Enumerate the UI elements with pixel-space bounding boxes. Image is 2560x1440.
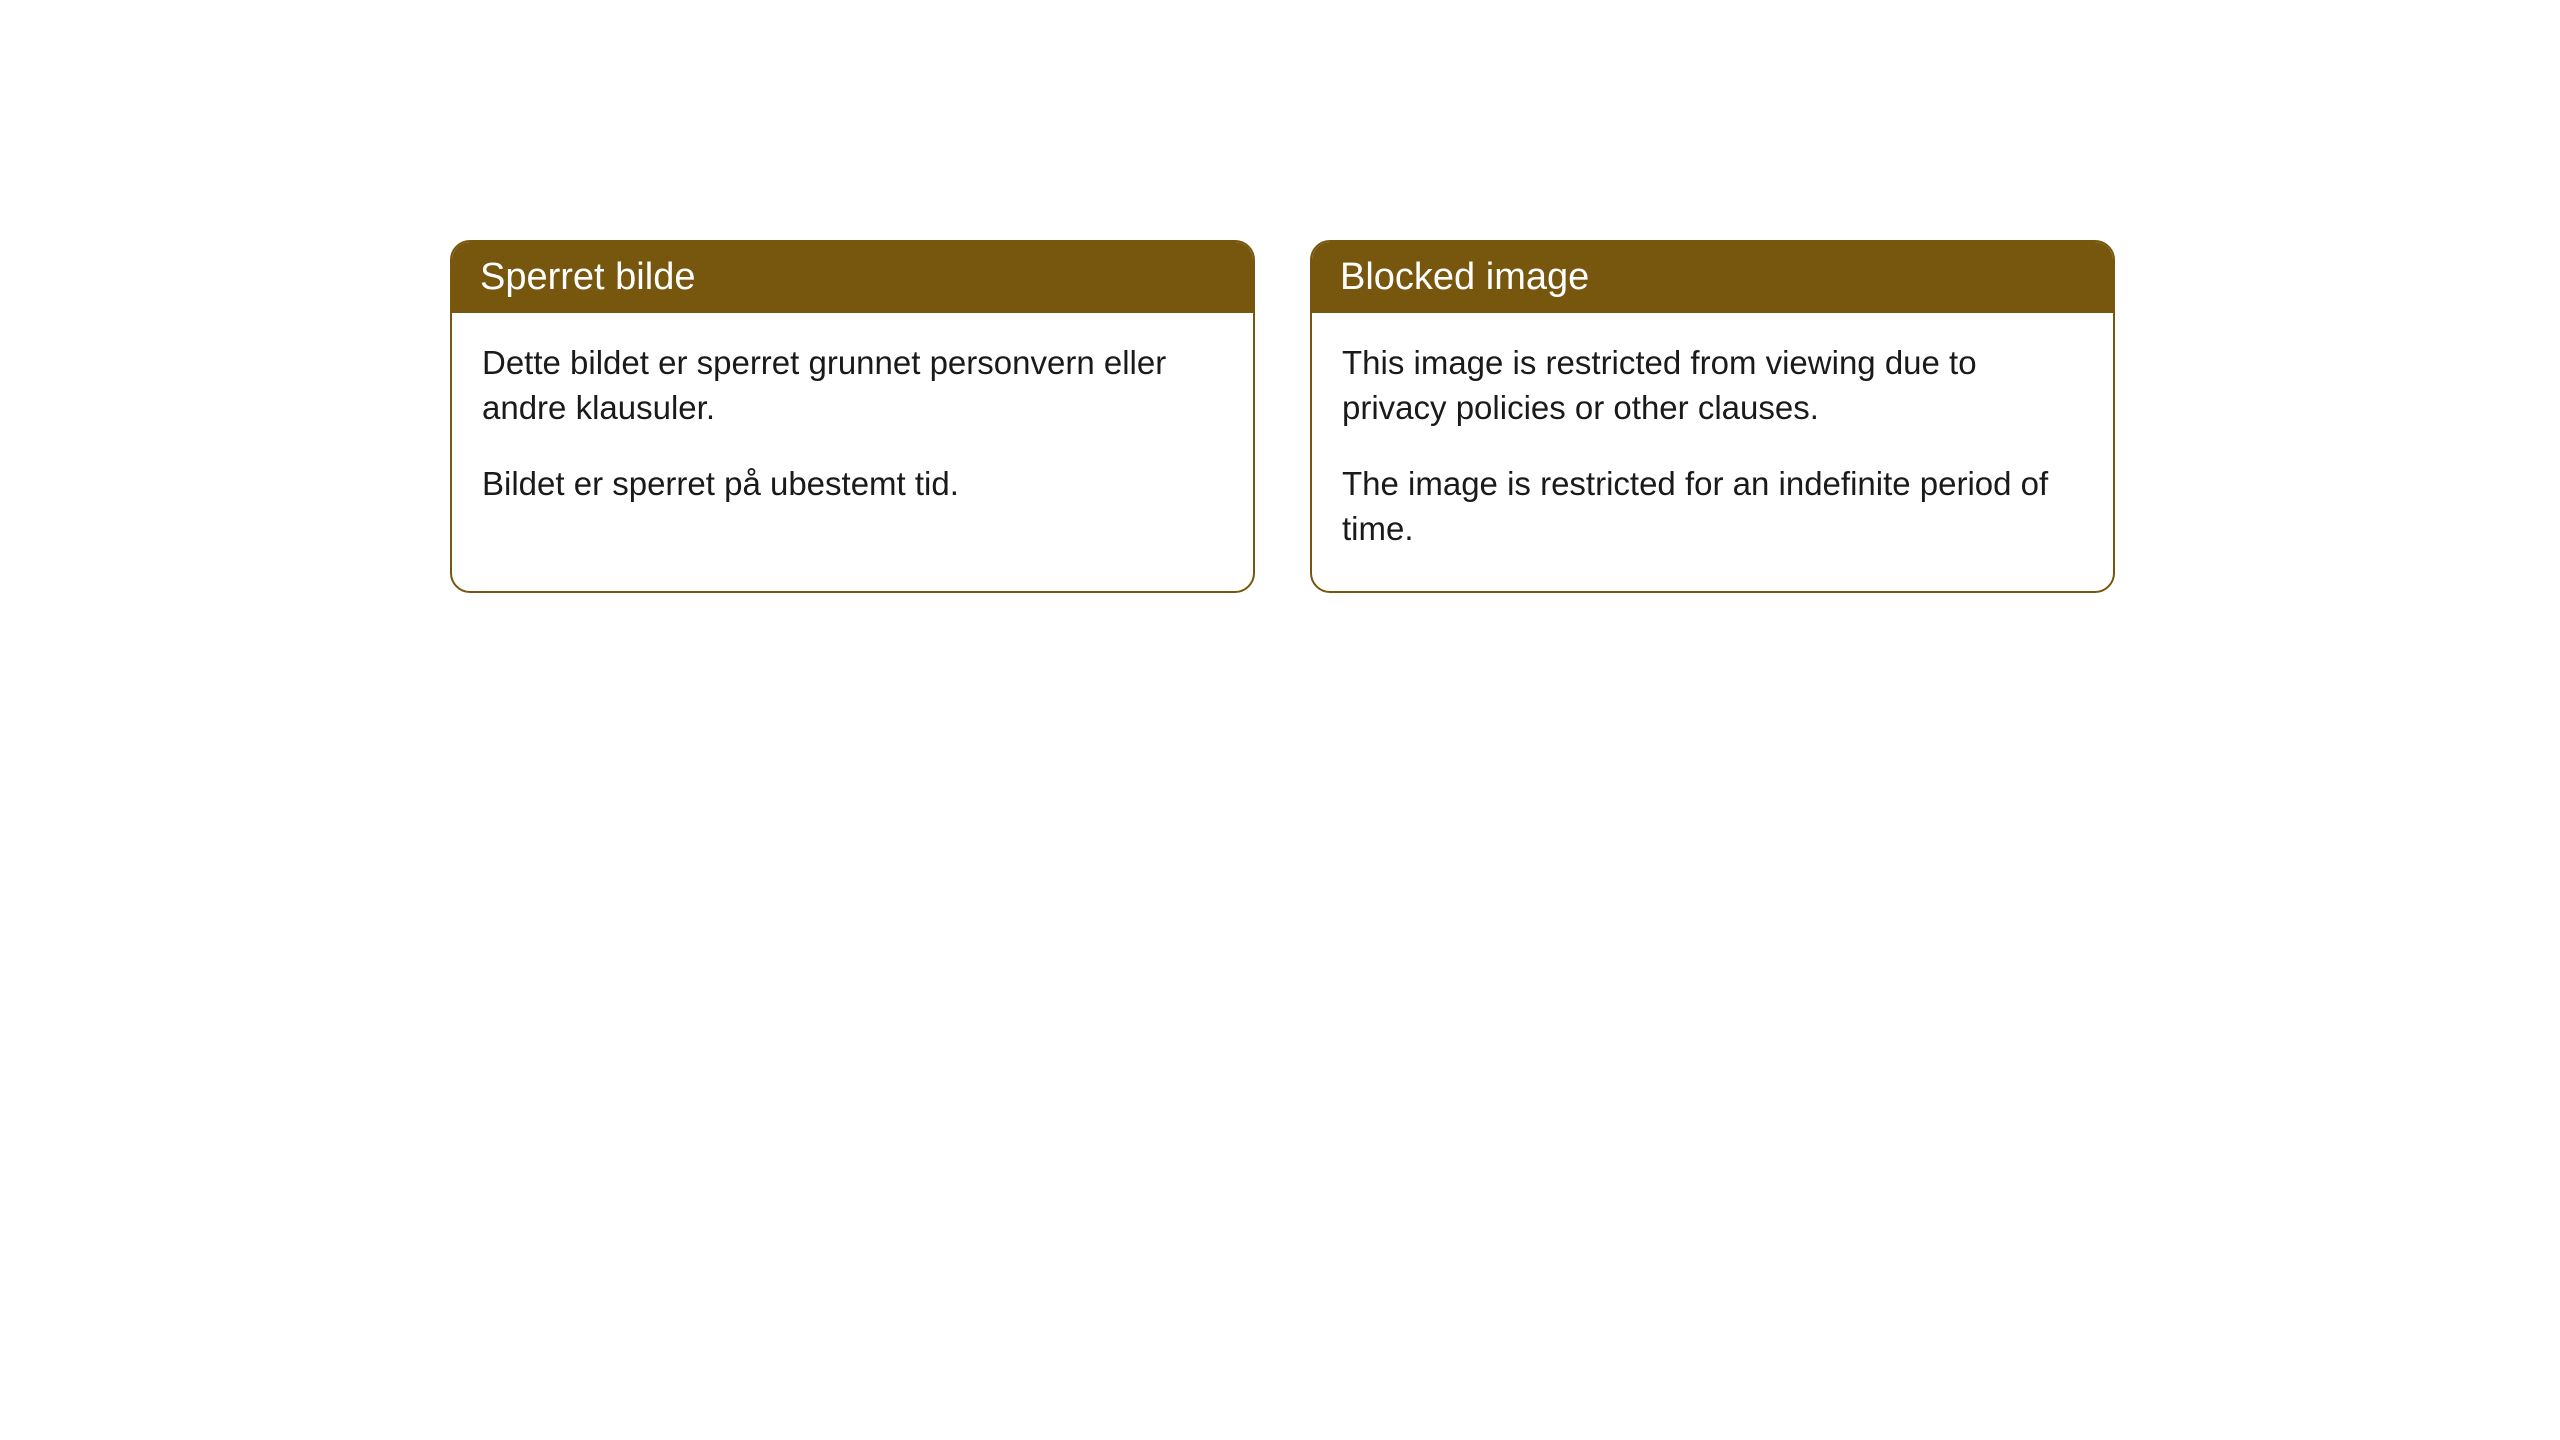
card-norwegian: Sperret bilde Dette bildet er sperret gr… (450, 240, 1255, 593)
card-header-english: Blocked image (1312, 242, 2113, 313)
card-header-norwegian: Sperret bilde (452, 242, 1253, 313)
card-paragraph: Bildet er sperret på ubestemt tid. (482, 462, 1223, 507)
card-english: Blocked image This image is restricted f… (1310, 240, 2115, 593)
card-paragraph: The image is restricted for an indefinit… (1342, 462, 2083, 551)
card-paragraph: Dette bildet er sperret grunnet personve… (482, 341, 1223, 430)
card-title: Blocked image (1340, 256, 1589, 298)
card-body-english: This image is restricted from viewing du… (1312, 313, 2113, 591)
card-paragraph: This image is restricted from viewing du… (1342, 341, 2083, 430)
card-title: Sperret bilde (480, 256, 695, 298)
cards-container: Sperret bilde Dette bildet er sperret gr… (0, 0, 2560, 593)
card-body-norwegian: Dette bildet er sperret grunnet personve… (452, 313, 1253, 547)
